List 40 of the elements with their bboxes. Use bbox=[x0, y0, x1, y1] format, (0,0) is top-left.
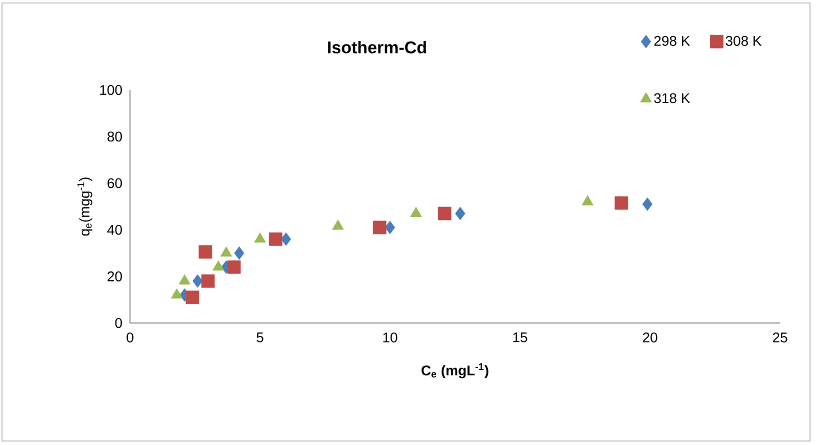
point bbox=[234, 246, 244, 260]
point bbox=[384, 220, 396, 234]
legend-label: 318 K bbox=[654, 93, 690, 104]
y-tick-label: 40 bbox=[107, 224, 122, 235]
y-axis-title: q$_{e}$(mgg$^{-1}$) bbox=[77, 178, 92, 236]
x-tick-label: 5 bbox=[256, 332, 264, 342]
point bbox=[642, 197, 652, 211]
point bbox=[170, 288, 183, 298]
y-tick-label: 20 bbox=[108, 271, 122, 282]
legend-label: 308 K bbox=[726, 36, 762, 46]
point bbox=[332, 220, 344, 230]
point bbox=[178, 274, 190, 285]
x-tick-label: 15 bbox=[513, 332, 528, 342]
point bbox=[186, 290, 200, 304]
point bbox=[201, 274, 215, 288]
point bbox=[280, 232, 292, 246]
point bbox=[582, 195, 594, 206]
point bbox=[198, 245, 212, 259]
point bbox=[372, 220, 386, 234]
point bbox=[438, 206, 452, 220]
point bbox=[192, 274, 203, 288]
point bbox=[227, 260, 241, 274]
chart-title: Isotherm-Cd bbox=[328, 40, 426, 54]
legend-label: 298 K bbox=[654, 36, 690, 46]
y-tick-label: 80 bbox=[108, 132, 122, 142]
x-tick-label: 20 bbox=[642, 332, 658, 342]
y-tick-label: 0 bbox=[115, 318, 122, 328]
x-tick-label: 10 bbox=[383, 332, 398, 342]
x-axis-title: C$_{e}$ (mgL$^{-1}$) bbox=[422, 363, 488, 378]
point bbox=[220, 246, 232, 257]
x-tick-label: 0 bbox=[126, 332, 134, 342]
point bbox=[410, 206, 422, 217]
point bbox=[268, 232, 282, 246]
x-tick-label: 25 bbox=[772, 332, 788, 342]
y-tick-label: 100 bbox=[100, 85, 122, 95]
point bbox=[614, 196, 628, 210]
point bbox=[254, 232, 266, 243]
point bbox=[455, 206, 466, 220]
point bbox=[212, 260, 224, 271]
y-tick-label: 60 bbox=[108, 178, 122, 188]
